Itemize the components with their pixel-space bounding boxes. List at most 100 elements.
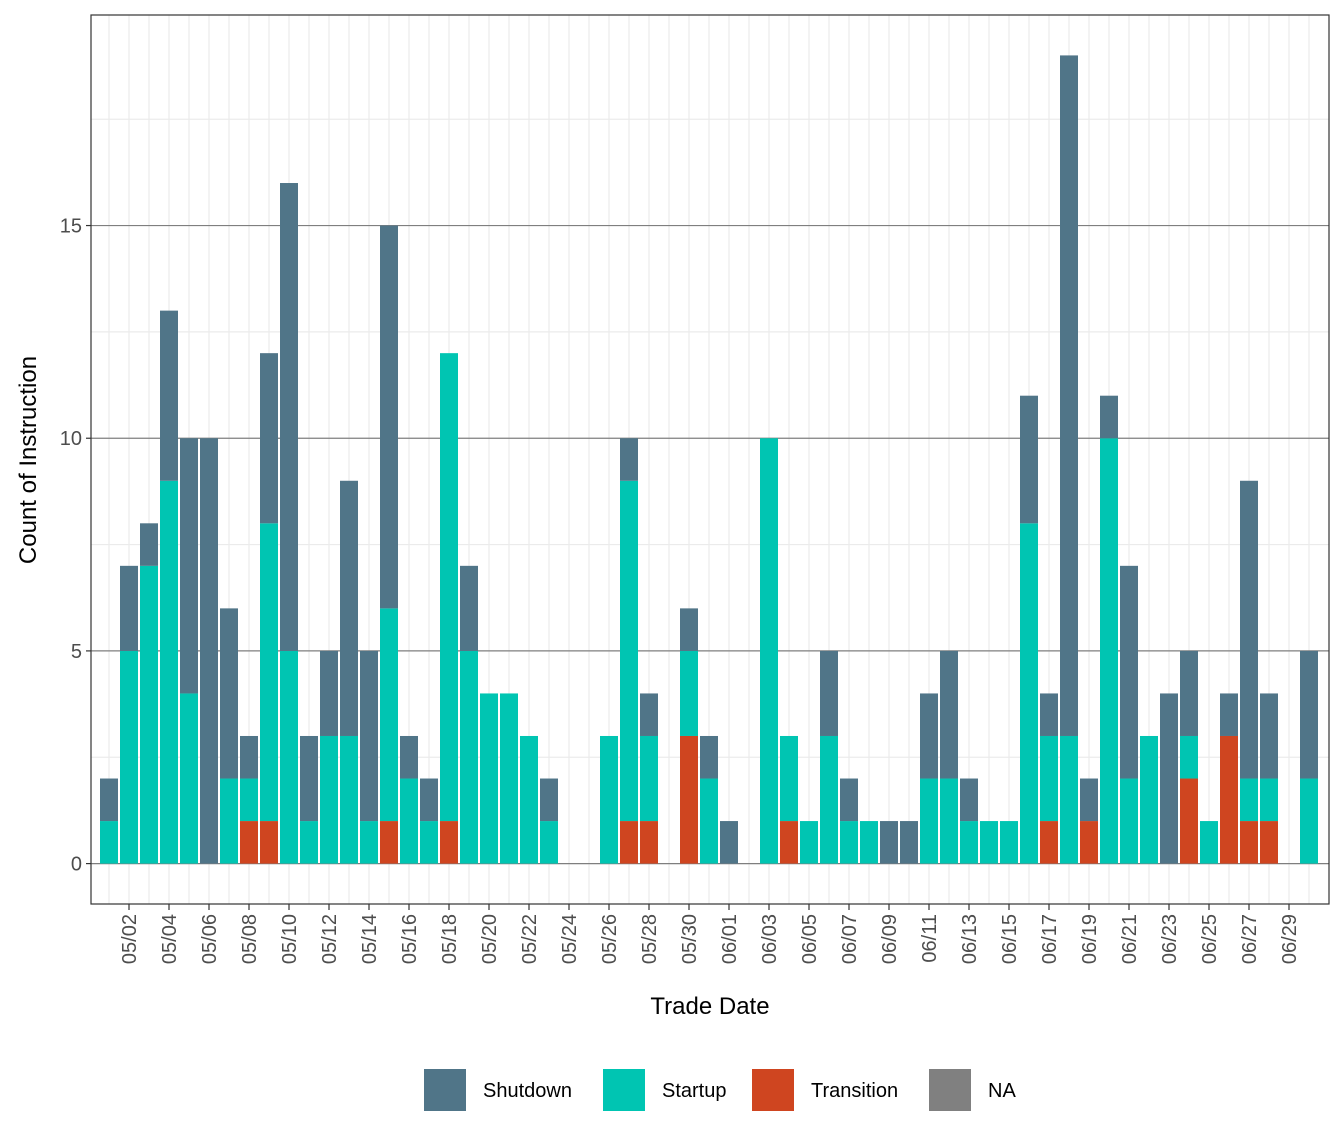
bar-shutdown-05-02 <box>120 565 138 651</box>
x-tick-label: 05/10 <box>279 914 301 964</box>
bar-startup-05-03 <box>140 565 158 864</box>
bar-startup-05-20 <box>480 693 498 864</box>
bar-shutdown-06-09 <box>880 821 898 864</box>
bar-startup-05-09 <box>260 523 278 822</box>
bar-startup-06-22 <box>1140 735 1158 864</box>
bar-transition-05-28 <box>640 821 658 864</box>
x-tick-label: 06/01 <box>719 914 741 964</box>
bar-transition-06-04 <box>780 821 798 864</box>
x-tick-label: 06/05 <box>799 914 821 964</box>
bar-startup-05-07 <box>220 778 238 864</box>
x-tick-label: 05/04 <box>159 914 181 964</box>
bar-shutdown-05-28 <box>640 693 658 736</box>
bar-shutdown-06-18 <box>1060 55 1078 736</box>
bar-shutdown-05-27 <box>620 438 638 481</box>
bar-startup-05-15 <box>380 608 398 822</box>
bar-transition-06-28 <box>1260 821 1278 864</box>
legend-label: Shutdown <box>483 1080 572 1102</box>
bar-shutdown-06-20 <box>1100 395 1118 439</box>
bar-shutdown-05-08 <box>240 735 258 779</box>
x-tick-label: 05/26 <box>599 914 621 964</box>
bar-shutdown-06-19 <box>1080 778 1098 822</box>
bar-startup-06-14 <box>980 821 998 864</box>
bar-startup-06-03 <box>760 438 778 864</box>
x-tick-label: 06/21 <box>1119 914 1141 964</box>
legend-item-startup: Startup <box>603 1069 726 1111</box>
bar-startup-05-19 <box>460 650 478 864</box>
bar-startup-05-01 <box>100 821 118 864</box>
plot-border <box>90 14 1330 905</box>
bar-transition-05-08 <box>240 821 258 864</box>
bar-startup-06-12 <box>940 778 958 864</box>
bar-startup-05-18 <box>440 353 458 822</box>
bar-shutdown-06-28 <box>1260 693 1278 779</box>
bar-startup-05-21 <box>500 693 518 864</box>
bar-startup-06-25 <box>1200 821 1218 864</box>
bar-startup-06-30 <box>1300 778 1318 864</box>
x-tick-label: 05/28 <box>639 914 661 964</box>
bar-shutdown-05-13 <box>340 480 358 736</box>
bar-startup-05-14 <box>360 821 378 864</box>
bar-startup-05-26 <box>600 735 618 864</box>
x-tick-label: 06/15 <box>999 914 1021 964</box>
bar-transition-06-24 <box>1180 778 1198 864</box>
bar-shutdown-05-12 <box>320 650 338 736</box>
legend-swatch <box>603 1069 645 1111</box>
bar-startup-06-16 <box>1020 523 1038 864</box>
bar-startup-06-17 <box>1040 735 1058 822</box>
legend-label: Startup <box>662 1080 726 1102</box>
bar-startup-06-07 <box>840 821 858 864</box>
bar-shutdown-05-19 <box>460 565 478 651</box>
x-tick-label: 06/27 <box>1239 914 1261 964</box>
bar-startup-06-13 <box>960 821 978 864</box>
bar-shutdown-05-03 <box>140 523 158 566</box>
bar-startup-05-17 <box>420 821 438 864</box>
x-tick-label: 06/07 <box>839 914 861 964</box>
x-tick-label: 05/30 <box>679 914 701 964</box>
bars <box>100 55 1318 864</box>
bar-shutdown-06-07 <box>840 778 858 822</box>
bar-startup-06-20 <box>1100 438 1118 864</box>
bar-shutdown-05-14 <box>360 650 378 822</box>
bar-shutdown-06-13 <box>960 778 978 822</box>
x-tick-label: 06/23 <box>1159 914 1181 964</box>
x-tick-label: 06/29 <box>1279 914 1301 964</box>
y-axis-title: Count of Instruction <box>15 356 42 564</box>
bar-startup-06-11 <box>920 778 938 864</box>
bar-startup-05-05 <box>180 693 198 864</box>
x-tick-label: 05/20 <box>479 914 501 964</box>
x-tick-label: 05/12 <box>319 914 341 964</box>
y-tick-label: 15 <box>60 216 82 238</box>
bar-transition-06-26 <box>1220 735 1238 864</box>
bar-transition-06-19 <box>1080 821 1098 864</box>
bar-startup-06-04 <box>780 735 798 822</box>
bar-shutdown-06-27 <box>1240 480 1258 779</box>
bar-transition-05-18 <box>440 821 458 864</box>
bar-shutdown-05-05 <box>180 438 198 694</box>
legend-swatch <box>424 1069 466 1111</box>
bar-shutdown-06-10 <box>900 821 918 864</box>
x-axis: 05/02 05/04 05/06 05/08 05/10 05/12 05/14 05/16… <box>119 904 1301 964</box>
x-tick-label: 06/13 <box>959 914 981 964</box>
bar-shutdown-06-21 <box>1120 565 1138 779</box>
bar-startup-05-22 <box>520 735 538 864</box>
bar-shutdown-06-23 <box>1160 693 1178 864</box>
bar-transition-06-17 <box>1040 821 1058 864</box>
bar-startup-05-16 <box>400 778 418 864</box>
bar-shutdown-05-10 <box>280 183 298 651</box>
bar-shutdown-06-30 <box>1300 650 1318 779</box>
bar-shutdown-05-30 <box>680 608 698 651</box>
bar-shutdown-06-12 <box>940 650 958 779</box>
bar-startup-05-02 <box>120 650 138 864</box>
bar-startup-05-31 <box>700 778 718 864</box>
x-tick-label: 05/18 <box>439 914 461 964</box>
x-tick-label: 05/02 <box>119 914 141 964</box>
x-tick-label: 06/03 <box>759 914 781 964</box>
legend: Shutdown Startup Transition NA <box>424 1069 1016 1111</box>
bar-shutdown-05-06 <box>200 438 218 864</box>
legend-swatch <box>752 1069 794 1111</box>
bar-shutdown-05-01 <box>100 778 118 822</box>
bar-shutdown-05-04 <box>160 310 178 481</box>
bar-startup-05-04 <box>160 480 178 864</box>
